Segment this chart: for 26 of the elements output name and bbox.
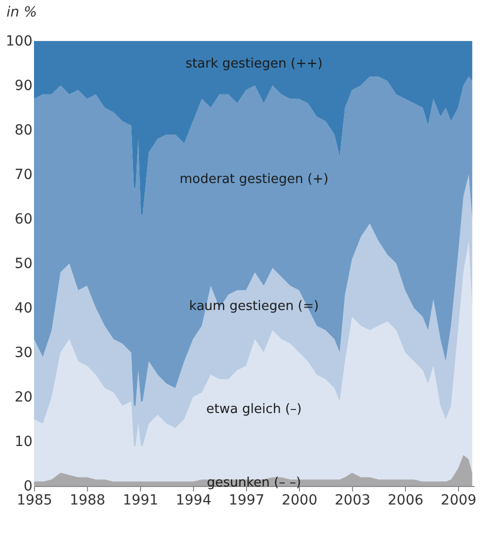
y-tick-label: 80 <box>14 122 32 138</box>
x-tick-label: 1985 <box>16 492 52 508</box>
x-tick-label: 2003 <box>334 492 370 508</box>
x-tick-label: 2006 <box>388 492 424 508</box>
x-tick-label: 2009 <box>440 492 476 508</box>
series-label: moderat gestiegen (+) <box>180 172 328 187</box>
y-tick-label: 10 <box>14 434 32 450</box>
series-label: gesunken (– –) <box>206 476 302 491</box>
x-tick-label: 1991 <box>122 492 158 508</box>
y-tick-label: 60 <box>14 212 32 228</box>
y-axis-title: in % <box>6 4 38 20</box>
y-tick-label: 100 <box>6 34 32 50</box>
x-tick-label: 1988 <box>70 492 106 508</box>
series-label: stark gestiegen (++) <box>185 56 323 72</box>
x-tick-label: 1997 <box>228 492 264 508</box>
y-tick-label: 20 <box>14 390 32 406</box>
y-tick-label: 70 <box>14 167 32 183</box>
y-tick-label: 40 <box>14 300 32 316</box>
y-tick-label: 50 <box>14 256 32 272</box>
y-tick-label: 0 <box>24 478 32 494</box>
x-tick-label: 1994 <box>176 492 212 508</box>
y-tick-label: 90 <box>14 78 32 94</box>
series-label: kaum gestiegen (=) <box>189 298 319 314</box>
y-tick-label: 30 <box>14 345 32 361</box>
x-tick-label: 2000 <box>282 492 318 508</box>
series-label: etwa gleich (–) <box>206 402 302 418</box>
